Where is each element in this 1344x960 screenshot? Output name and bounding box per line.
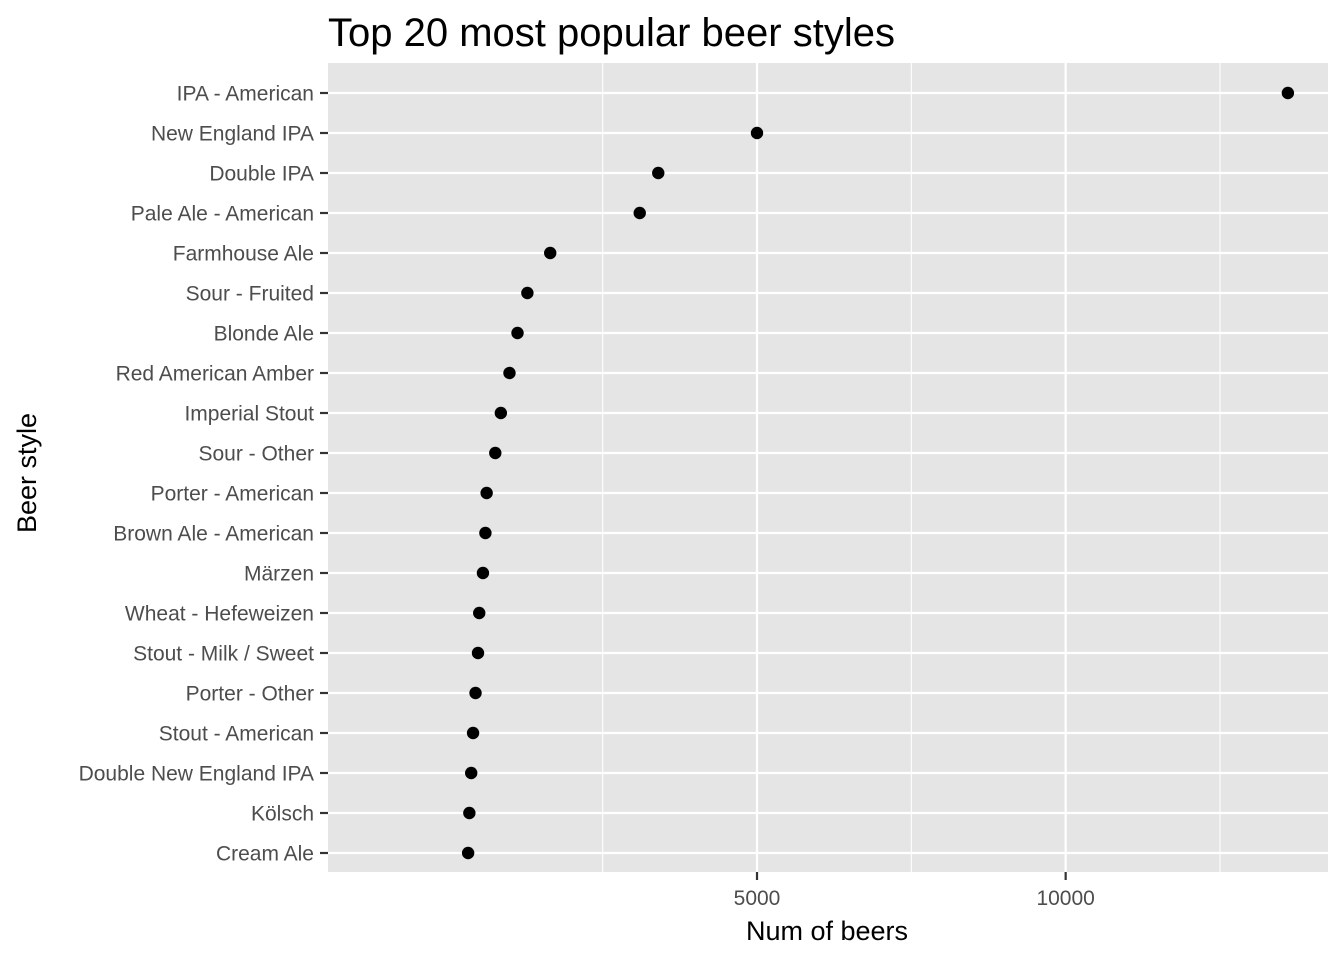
x-axis-title: Num of beers (746, 916, 908, 946)
y-tick-label: Brown Ale - American (113, 523, 314, 546)
y-tick-label: Double New England IPA (79, 763, 314, 786)
data-point (544, 246, 557, 260)
data-point (503, 366, 516, 380)
data-point (471, 646, 485, 660)
data-point (652, 166, 665, 180)
y-tick-label: Märzen (244, 563, 314, 586)
y-tick-label: IPA - American (177, 83, 314, 106)
y-axis: IPA - American New England IPA Double IPA P… (79, 83, 328, 866)
y-tick-label: Sour - Fruited (186, 283, 314, 306)
y-tick-label: Wheat - Hefeweizen (125, 603, 314, 626)
data-point (489, 446, 502, 460)
y-tick-label: Stout - American (159, 723, 314, 746)
y-tick-label: Stout - Milk / Sweet (133, 643, 314, 666)
data-point (1281, 86, 1295, 100)
y-tick-label: Pale Ale - American (131, 203, 314, 226)
y-tick-label: Cream Ale (216, 843, 314, 866)
y-tick-label: Double IPA (209, 163, 314, 186)
x-tick-label: 10000 (1036, 887, 1094, 910)
y-tick-label: Farmhouse Ale (173, 243, 314, 266)
y-tick-label: Porter - Other (186, 683, 314, 706)
y-tick-label: New England IPA (151, 123, 314, 146)
data-point (465, 766, 478, 780)
major-gridlines (328, 63, 1328, 872)
y-tick-label: Kölsch (251, 803, 314, 826)
data-point (461, 846, 475, 860)
data-point (750, 126, 764, 140)
panel-background (328, 63, 1328, 872)
y-tick-label: Blonde Ale (214, 323, 314, 346)
y-axis-title: Beer style (12, 413, 42, 533)
minor-gridlines (602, 63, 1221, 872)
data-point (494, 406, 508, 420)
chart-title: Top 20 most popular beer styles (328, 11, 895, 55)
data-point (479, 526, 492, 540)
x-tick-label: 5000 (734, 887, 781, 910)
y-tick-label: Porter - American (151, 483, 314, 506)
data-point (463, 806, 476, 820)
data-point (511, 326, 524, 340)
data-points (461, 86, 1295, 860)
y-tick-label: Sour - Other (198, 443, 314, 466)
data-point (480, 486, 493, 500)
data-point (476, 566, 490, 580)
data-point (469, 686, 482, 700)
data-point (521, 286, 534, 300)
y-tick-label: Imperial Stout (184, 403, 314, 426)
data-point (473, 606, 486, 620)
y-tick-label: Red American Amber (116, 363, 314, 386)
plot-panel (328, 63, 1328, 872)
x-axis: 5000 10000 (734, 872, 1095, 910)
data-point (466, 726, 480, 740)
data-point (633, 206, 646, 220)
